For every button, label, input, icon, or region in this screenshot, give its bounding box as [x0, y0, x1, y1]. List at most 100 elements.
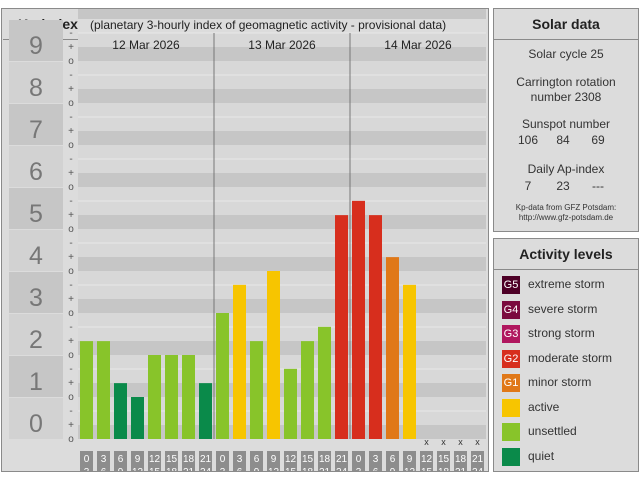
- sunspot-value-day1: 106: [517, 133, 539, 147]
- y-minor-tick-label: o: [68, 308, 74, 319]
- y-minor-tick-label: -: [69, 154, 72, 165]
- y-minor-tick-label: o: [68, 266, 74, 277]
- y-minor-tick-label: +: [68, 420, 74, 431]
- y-minor-tick-label: +: [68, 378, 74, 389]
- y-minor-tick-label: +: [68, 336, 74, 347]
- hour-label-end: 9: [254, 467, 260, 471]
- hour-label-end: 12: [268, 467, 280, 471]
- y-minor-tick-label: -: [69, 406, 72, 417]
- activity-level-label: quiet: [528, 448, 555, 463]
- hour-label-end: 15: [285, 467, 297, 471]
- kp-bar: [301, 341, 314, 439]
- hour-label-start: 9: [271, 454, 277, 465]
- missing-value-marker: x: [441, 437, 446, 447]
- activity-levels-title: Activity levels: [519, 246, 613, 262]
- y-minor-tick-label: o: [68, 224, 74, 235]
- activity-level-swatch: G1: [502, 374, 520, 392]
- kp-bar: [403, 284, 416, 439]
- hour-cell: [471, 451, 484, 471]
- hour-label-end: 6: [373, 467, 379, 471]
- hour-label-start: 3: [237, 454, 243, 465]
- kp-bar: [80, 341, 93, 439]
- hour-label-start: 9: [135, 454, 141, 465]
- ap-value-day1: 7: [524, 179, 532, 193]
- hour-label-start: 3: [373, 454, 379, 465]
- kp-bar: [233, 284, 246, 439]
- kp-bar: [369, 215, 382, 439]
- y-tick-label: 4: [29, 242, 43, 270]
- missing-value-marker: x: [475, 437, 480, 447]
- y-minor-tick-label: +: [68, 294, 74, 305]
- hour-cell: [165, 451, 178, 471]
- y-minor-tick-label: o: [68, 434, 74, 445]
- y-minor-tick-label: o: [68, 140, 74, 151]
- daily-ap-index-label: Daily Ap-index: [527, 162, 605, 176]
- solar-cycle: Solar cycle 25: [528, 47, 604, 61]
- y-minor-tick-label: -: [69, 196, 72, 207]
- hour-label-start: 15: [166, 454, 178, 465]
- hour-label-start: 0: [84, 454, 90, 465]
- hour-label-end: 15: [421, 467, 433, 471]
- hour-label-end: 12: [132, 467, 144, 471]
- hour-label-start: 6: [390, 454, 396, 465]
- kp-bar: [352, 200, 365, 439]
- grid-band: [78, 215, 486, 229]
- activity-level-swatch: [502, 423, 520, 441]
- y-tick-label: 7: [29, 116, 43, 144]
- y-minor-tick-label: o: [68, 350, 74, 361]
- hour-cell: [199, 451, 212, 471]
- hour-label-start: 18: [183, 454, 195, 465]
- kp-bar: [284, 368, 297, 439]
- hour-label-end: 12: [404, 467, 416, 471]
- activity-level-swatch: G2: [502, 349, 520, 368]
- hour-cell: [403, 451, 416, 471]
- grid-band: [78, 341, 486, 355]
- activity-level-label: minor storm: [528, 375, 592, 389]
- hour-cell: [114, 451, 127, 471]
- hour-label-end: 6: [101, 467, 107, 471]
- hour-label-end: 18: [166, 467, 178, 471]
- hour-cell: [437, 451, 450, 471]
- y-minor-tick-label: o: [68, 56, 74, 67]
- data-source-link[interactable]: http://www.gfz-potsdam.de: [518, 213, 614, 222]
- day-label: 12 Mar 2026: [112, 38, 180, 52]
- y-tick-label: 6: [29, 158, 43, 186]
- kp-bar: [386, 257, 399, 439]
- y-axis-band: [9, 20, 63, 61]
- hour-label-end: 21: [319, 467, 331, 471]
- y-axis-band: [9, 104, 63, 145]
- hour-label-start: 12: [285, 454, 297, 465]
- y-tick-label: 8: [29, 74, 43, 102]
- hour-label-end: 3: [84, 467, 90, 471]
- grid-band: [78, 89, 486, 103]
- kp-bar: [335, 215, 348, 439]
- y-minor-tick-label: -: [69, 280, 72, 291]
- y-tick-label: 3: [29, 284, 43, 312]
- kp-subtitle: (planetary 3-hourly index of geomagnetic…: [90, 18, 446, 32]
- hour-cell: [454, 451, 467, 471]
- y-minor-tick-label: +: [68, 126, 74, 137]
- grid-band: [78, 425, 486, 439]
- hour-cell: [267, 451, 280, 471]
- hour-label-end: 3: [356, 467, 362, 471]
- y-minor-tick-label: -: [69, 112, 72, 123]
- hour-label-end: 6: [237, 467, 243, 471]
- kp-bar: [131, 397, 144, 439]
- y-minor-tick-label: -: [69, 364, 72, 375]
- hour-label-end: 18: [438, 467, 450, 471]
- hour-label-start: 21: [336, 454, 348, 465]
- day-label: 13 Mar 2026: [248, 38, 316, 52]
- carrington-rotation-line-1: Carrington rotation: [516, 75, 616, 89]
- hour-label-end: 24: [336, 467, 348, 471]
- activity-title-divider: [494, 269, 638, 270]
- kp-bar: [216, 313, 229, 439]
- missing-value-marker: x: [424, 437, 429, 447]
- y-axis-band: [9, 188, 63, 229]
- activity-level-label: active: [528, 399, 560, 414]
- activity-level-label: unsettled: [528, 424, 577, 438]
- kp-chart: Kp-index (planetary 3-hourly index of ge…: [3, 9, 486, 471]
- activity-level-swatch: G5: [502, 276, 520, 294]
- hour-cell: [318, 451, 331, 471]
- data-source-line-1: Kp-data from GFZ Potsdam:: [515, 203, 617, 212]
- y-tick-label: 1: [29, 368, 43, 396]
